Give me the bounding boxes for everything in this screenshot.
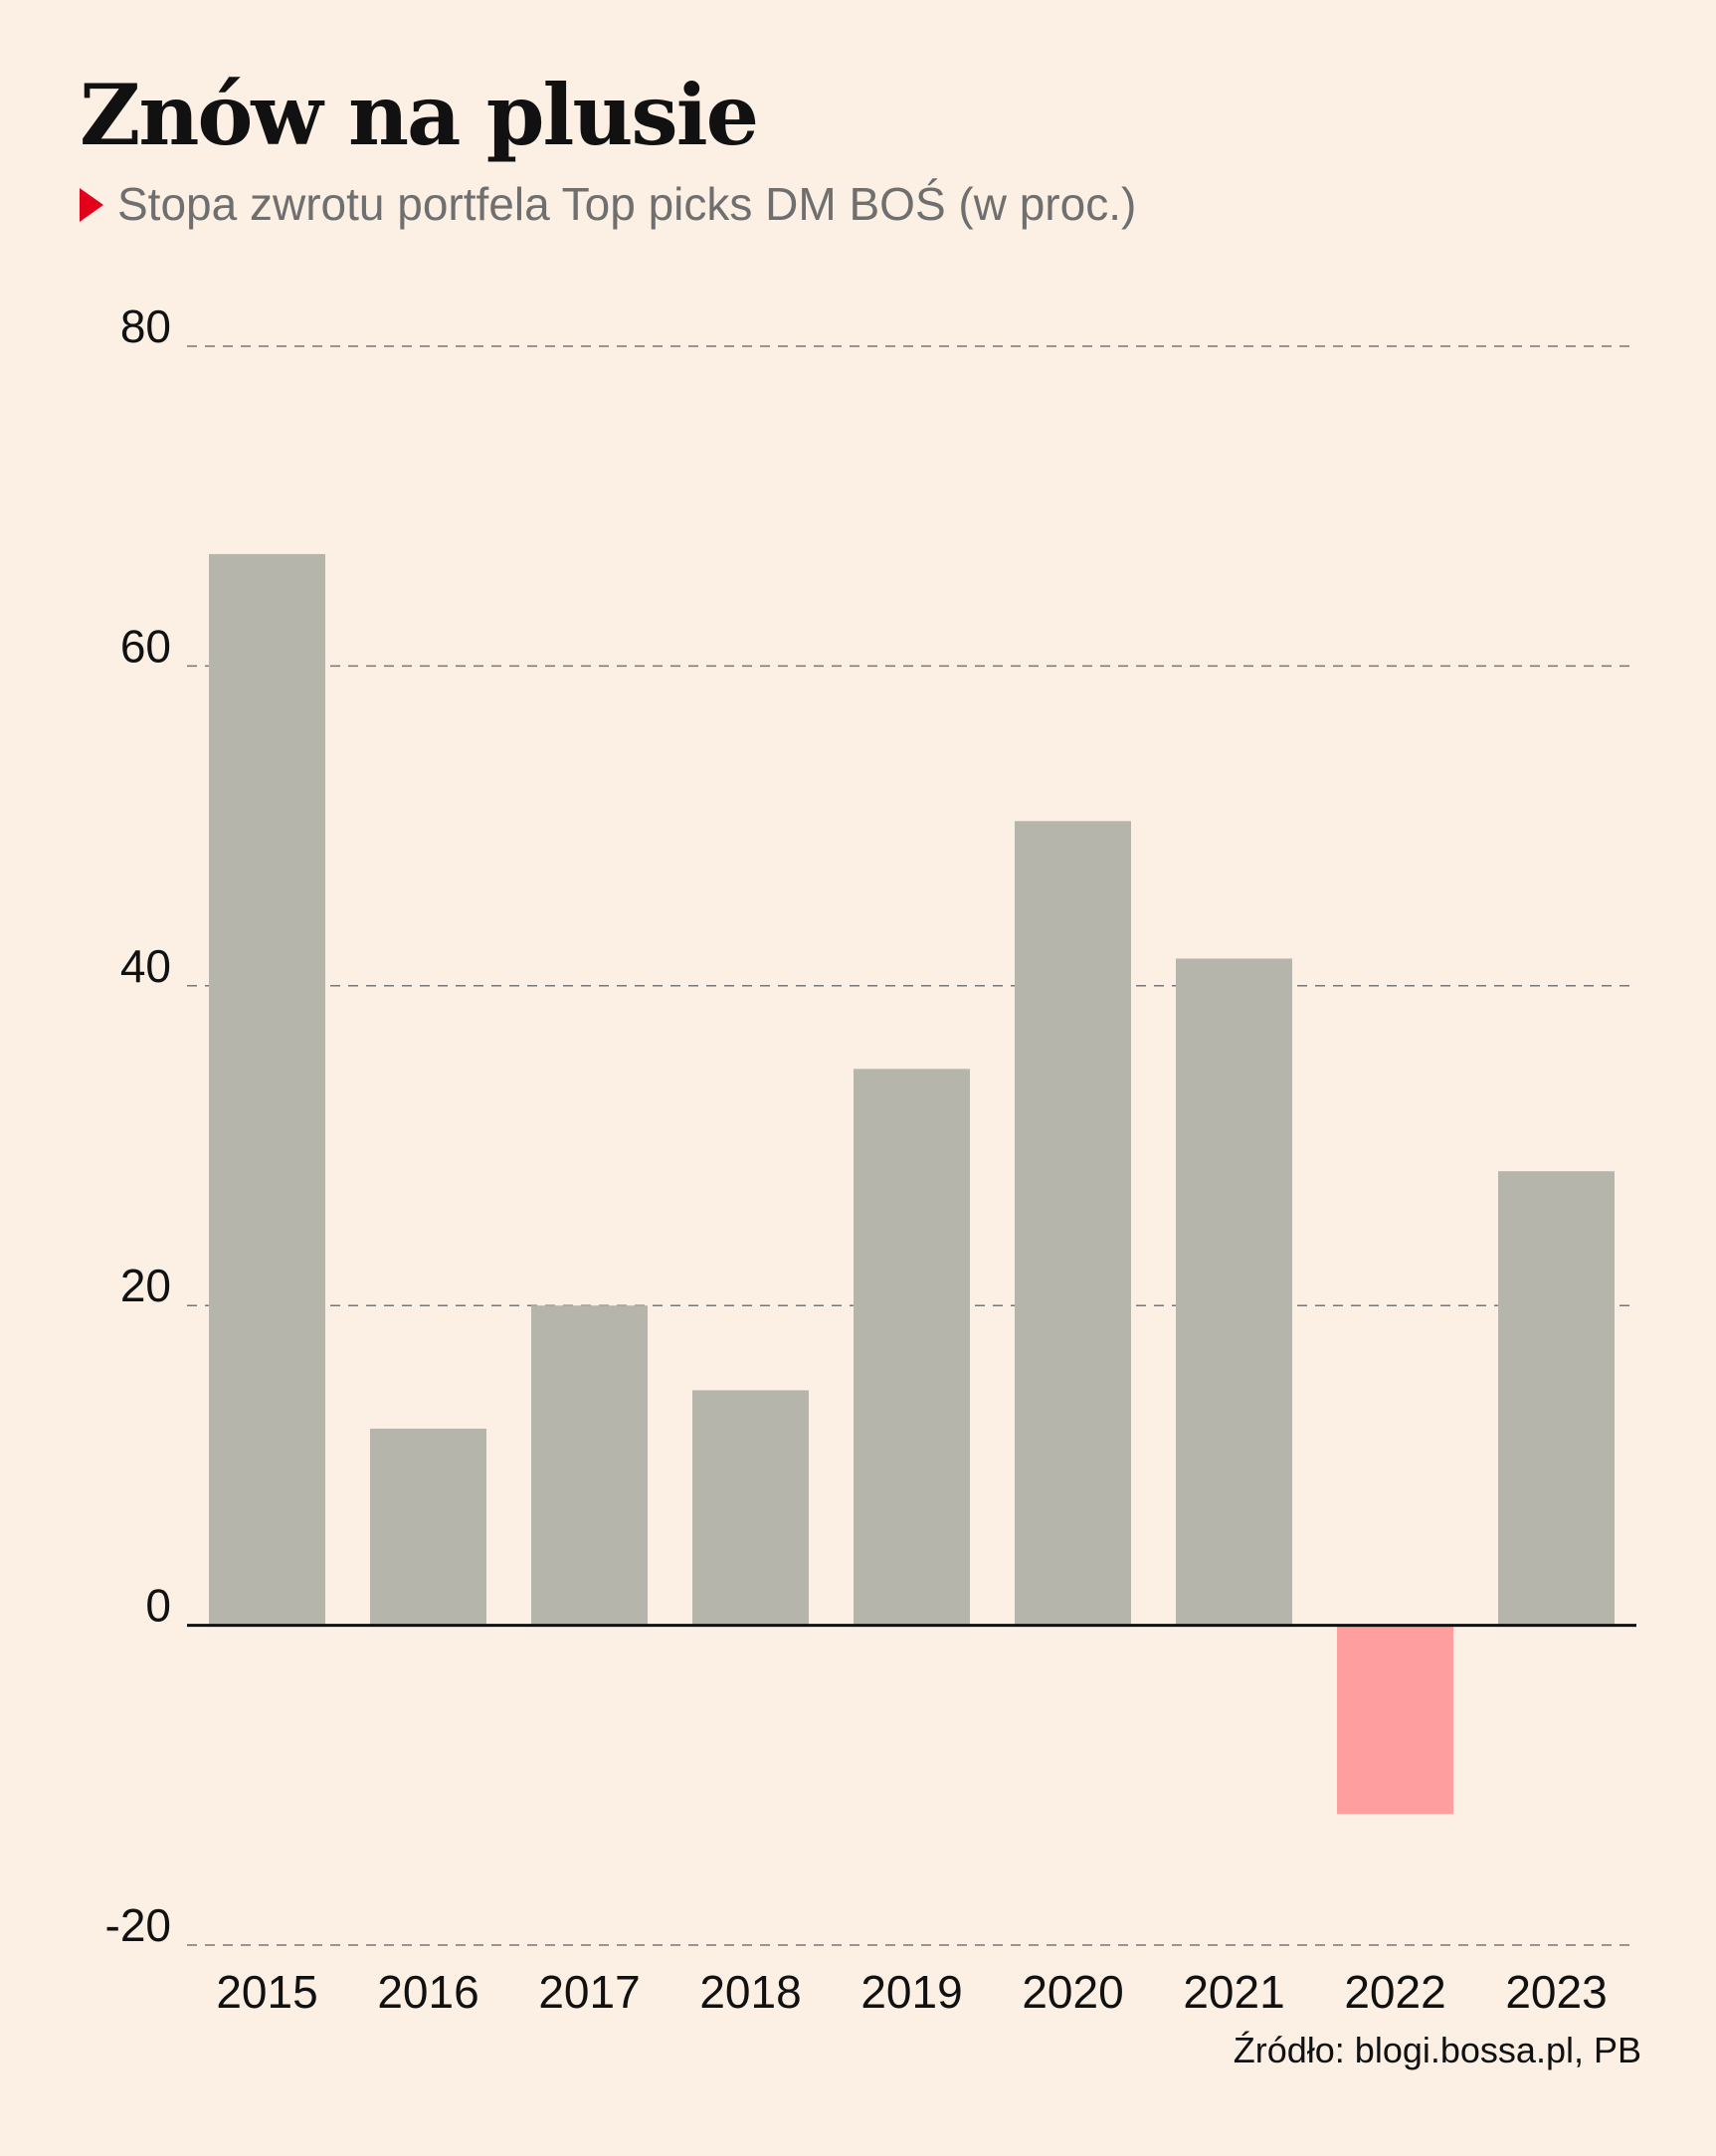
bar-2022 [1337, 1625, 1453, 1815]
bar-2016 [370, 1428, 486, 1626]
bar-2021 [1176, 958, 1292, 1626]
bar-2019 [854, 1069, 970, 1626]
bar-2018 [692, 1390, 809, 1626]
bar-2015 [209, 553, 325, 1626]
y-tick-label: 60 [120, 620, 171, 672]
x-tick-label: 2021 [1183, 1966, 1284, 2018]
x-tick-label: 2020 [1022, 1966, 1123, 2018]
y-tick-label: -20 [105, 1899, 171, 1951]
y-tick-label: 40 [120, 940, 171, 992]
bar-2023 [1498, 1171, 1615, 1626]
bar-2017 [531, 1305, 648, 1626]
x-tick-label: 2015 [216, 1966, 317, 2018]
y-tick-label: 0 [145, 1580, 171, 1632]
x-tick-label: 2023 [1505, 1966, 1607, 2018]
triangle-marker-icon [80, 187, 103, 222]
y-tick-label: 20 [120, 1260, 171, 1311]
bar-2020 [1015, 821, 1131, 1626]
source-note: Źródło: blogi.bossa.pl, PB [1233, 2030, 1641, 2070]
chart-title: Znów na plusie [80, 66, 759, 164]
chart-subtitle: Stopa zwrotu portfela Top picks DM BOŚ (… [80, 177, 1136, 232]
x-tick-label: 2018 [699, 1966, 801, 2018]
x-tick-label: 2017 [538, 1966, 640, 2018]
y-tick-label: 80 [120, 300, 171, 352]
chart-subtitle-text: Stopa zwrotu portfela Top picks DM BOŚ (… [117, 178, 1137, 230]
x-tick-label: 2016 [377, 1966, 478, 2018]
x-tick-label: 2019 [860, 1966, 962, 2018]
x-tick-label: 2022 [1344, 1966, 1445, 2018]
